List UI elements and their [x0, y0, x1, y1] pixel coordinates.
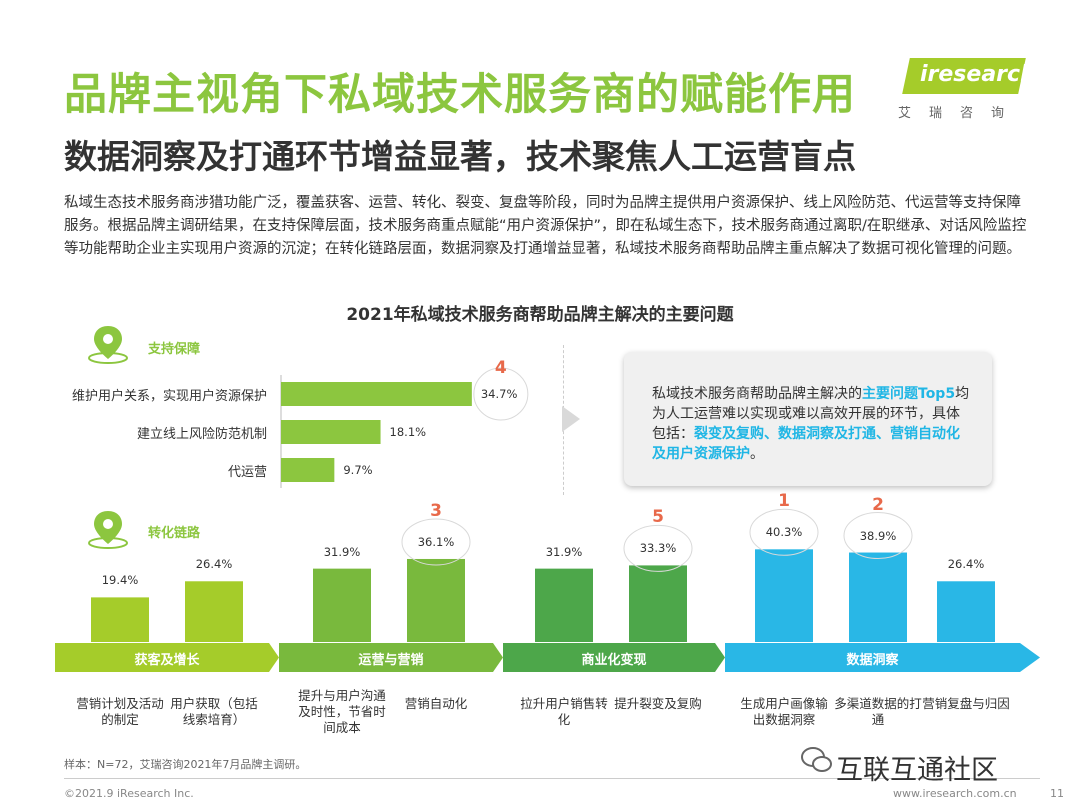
conversion-value-label: 26.4%	[947, 557, 985, 572]
stage-segment	[503, 643, 725, 672]
conversion-value-label: 36.1%	[417, 534, 455, 549]
support-category-label: 代运营	[227, 465, 267, 480]
chart-title: 2021年私域技术服务商帮助品牌主解决的主要问题	[346, 305, 734, 325]
conversion-category-label: 多渠道数据的打通	[834, 696, 922, 727]
rank-number: 5	[652, 507, 664, 528]
conversion-value-label: 40.3%	[765, 525, 803, 540]
rank-circle	[401, 518, 471, 566]
rank-circle	[473, 367, 529, 421]
stage-segment	[279, 643, 503, 672]
copyright: ©2021.9 iResearch Inc.	[64, 787, 194, 800]
page-number: 11	[1050, 787, 1064, 800]
intro-paragraph: 私域生态技术服务商涉猎功能广泛，覆盖获客、运营、转化、裂变、复盘等阶段，同时为品…	[64, 195, 1027, 257]
wechat-icon	[801, 747, 832, 772]
conversion-category-label: 营销自动化	[404, 696, 468, 711]
rank-circle	[623, 524, 693, 572]
stage-label: 商业化变现	[581, 653, 647, 668]
support-category-label: 建立线上风险防范机制	[136, 427, 267, 442]
conversion-bar-4	[535, 568, 593, 642]
callout-text: 私域技术服务商帮助品牌主解决的主要问题Top5均为人工运营难以实现或难以高效开展…	[652, 386, 970, 462]
support-bar-2	[281, 458, 335, 482]
support-value-label: 9.7%	[343, 463, 373, 477]
iresearch-logo: iresearch 艾瑞咨询	[896, 58, 1036, 121]
conversion-value-label: 33.3%	[639, 541, 677, 556]
support-bar-chart	[280, 367, 529, 488]
support-value-label: 34.7%	[480, 387, 518, 401]
conversion-bar-5	[629, 565, 687, 642]
footer-url: www.iresearch.com.cn	[893, 787, 1017, 800]
rank-circle	[843, 512, 913, 560]
section-label-support: 支持保障	[148, 342, 201, 357]
rank-number: 2	[872, 494, 884, 515]
conversion-bar-0	[91, 597, 149, 642]
conversion-bar-2	[313, 568, 371, 642]
stage-segment	[725, 643, 1040, 672]
conversion-category-label: 生成用户画像输出数据洞察	[740, 696, 828, 727]
support-category-label: 维护用户关系，实现用户资源保护	[71, 389, 267, 404]
conversion-category-label: 营销计划及活动的制定	[76, 696, 164, 727]
conversion-category-label: 营销复盘与归因	[922, 696, 1010, 711]
arrow-right-icon	[562, 406, 580, 432]
section-label-conversion: 转化链路	[148, 526, 201, 541]
rank-number: 3	[430, 500, 442, 521]
conversion-category-label: 用户获取（包括线索培育）	[170, 696, 258, 727]
conversion-bar-3	[407, 558, 465, 642]
wechat-watermark: 互联互通社区	[836, 755, 998, 786]
conversion-bar-8	[937, 581, 995, 642]
sample-note: 样本：N=72，艾瑞咨询2021年7月品牌主调研。	[64, 758, 307, 771]
conversion-value-label: 38.9%	[859, 528, 897, 543]
conversion-bar-chart	[91, 508, 995, 642]
conversion-category-label: 提升与用户沟通及时性，节省时间成本	[298, 688, 386, 735]
conversion-category-label: 拉升用户销售转化	[520, 696, 608, 727]
conversion-value-label: 31.9%	[545, 544, 583, 559]
location-pin-icon	[88, 511, 128, 549]
stage-segment	[55, 643, 279, 672]
support-value-label: 18.1%	[389, 425, 427, 439]
conversion-bar-6	[755, 549, 813, 642]
conversion-bar-7	[849, 552, 907, 642]
footer-rule	[64, 778, 1040, 779]
stage-label: 数据洞察	[846, 653, 899, 668]
rank-number: 4	[494, 358, 507, 378]
logo-brand: iresearch	[920, 62, 1036, 87]
support-bar-0	[281, 382, 472, 406]
conversion-category-label: 提升裂变及复购	[614, 696, 702, 711]
logo-cn: 艾瑞咨询	[898, 106, 1023, 121]
conversion-bar-1	[185, 581, 243, 642]
stage-label: 运营与营销	[358, 653, 424, 668]
rank-number: 1	[778, 491, 790, 512]
rank-circle	[749, 508, 819, 556]
conversion-value-label: 31.9%	[323, 544, 361, 559]
location-pin-icon	[88, 326, 128, 364]
page-title: 品牌主视角下私域技术服务商的赋能作用	[64, 70, 856, 120]
callout-box: 私域技术服务商帮助品牌主解决的主要问题Top5均为人工运营难以实现或难以高效开展…	[624, 352, 992, 486]
support-bar-1	[281, 420, 381, 444]
page-subtitle: 数据洞察及打通环节增益显著，技术聚焦人工运营盲点	[64, 137, 856, 176]
conversion-value-label: 19.4%	[101, 573, 139, 588]
conversion-value-label: 26.4%	[195, 557, 233, 572]
stage-label: 获客及增长	[134, 653, 200, 668]
